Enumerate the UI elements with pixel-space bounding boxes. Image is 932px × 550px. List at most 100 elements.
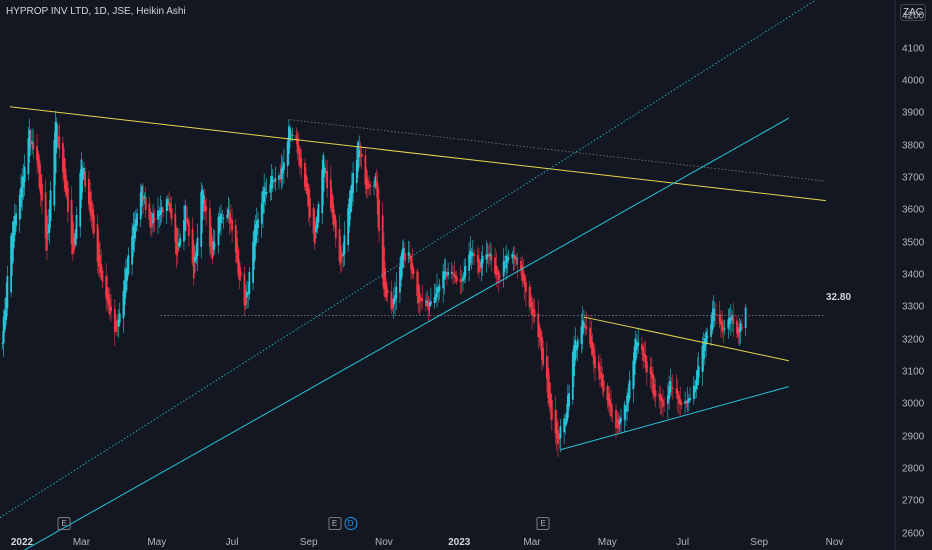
trendline-channel-lower-line[interactable] xyxy=(24,117,790,550)
candle-body xyxy=(395,286,398,299)
y-tick-label: 3800 xyxy=(902,140,925,152)
candle-body xyxy=(471,252,474,255)
candle-body xyxy=(407,252,410,257)
candle-body xyxy=(563,418,566,433)
candle-body xyxy=(511,253,514,259)
candle-body xyxy=(616,419,619,423)
candle-body xyxy=(504,267,506,269)
candle-body xyxy=(599,366,601,379)
candle-body xyxy=(325,170,327,172)
candle-body xyxy=(48,209,51,233)
candle-body xyxy=(107,293,110,305)
candle-body xyxy=(607,393,610,405)
candle-body xyxy=(390,291,393,309)
candle-body xyxy=(558,436,561,440)
candle-body xyxy=(460,280,463,282)
candle-body xyxy=(321,169,324,214)
candle-body xyxy=(670,386,673,389)
candle-body xyxy=(264,191,267,195)
candle-body xyxy=(391,300,394,309)
candle-body xyxy=(123,280,126,305)
candle-body xyxy=(606,386,609,401)
candle-body xyxy=(627,392,630,404)
trendline-major-downtrend[interactable] xyxy=(9,106,826,202)
candle-body xyxy=(279,177,282,181)
candle-body xyxy=(91,209,94,221)
candle-body xyxy=(628,380,631,399)
candle-body xyxy=(125,268,127,293)
candle-body xyxy=(158,214,161,216)
candle-body xyxy=(662,399,664,407)
candle-body xyxy=(239,271,242,277)
candle-body xyxy=(184,205,187,231)
earnings-marker[interactable]: E xyxy=(328,517,342,530)
candle-body xyxy=(248,271,251,294)
candle-body xyxy=(96,224,99,262)
candle-body xyxy=(227,209,230,217)
candle-body xyxy=(565,412,568,424)
candle-body xyxy=(499,276,501,278)
candle-body xyxy=(238,262,241,281)
trendline-upper-dotted-trend[interactable] xyxy=(290,119,826,182)
candle-body xyxy=(160,207,163,213)
earnings-marker[interactable]: E xyxy=(57,517,71,530)
candle-body xyxy=(418,293,421,302)
candle-body xyxy=(433,297,436,303)
candle-body xyxy=(39,174,42,195)
candle-body xyxy=(485,254,488,260)
candle-body xyxy=(165,199,168,212)
candle-body xyxy=(349,190,352,213)
candle-body xyxy=(369,185,372,188)
candle-body xyxy=(117,319,120,327)
candle-body xyxy=(478,258,480,273)
candle-body xyxy=(618,419,621,425)
candle-body xyxy=(641,344,643,350)
currency-button[interactable]: ZAC xyxy=(900,4,926,21)
candle-body xyxy=(649,366,652,375)
candle-body xyxy=(150,219,153,227)
candle-body xyxy=(169,203,172,213)
candle-body xyxy=(710,324,712,337)
candle-body xyxy=(170,208,173,220)
trendline-channel-dotted-line[interactable] xyxy=(0,0,826,518)
candle-body xyxy=(464,266,467,276)
candle-body xyxy=(176,241,179,253)
candle-body xyxy=(222,217,225,219)
candle-body xyxy=(381,215,384,279)
candle-body xyxy=(481,255,484,264)
candle-body xyxy=(127,255,130,275)
candle-body xyxy=(237,250,240,275)
candle-body xyxy=(608,398,611,407)
candle-body xyxy=(454,275,457,279)
candle-body xyxy=(202,195,205,205)
trendline-triangle-upper[interactable] xyxy=(583,316,789,362)
candle-body xyxy=(366,179,369,189)
candle-body xyxy=(100,263,103,278)
candle-body xyxy=(200,192,203,247)
candle-body xyxy=(715,314,717,316)
y-tick-label: 3400 xyxy=(902,269,925,281)
candle-body xyxy=(92,214,95,234)
candle-body xyxy=(231,219,233,230)
candle-body xyxy=(737,327,740,337)
dividend-marker[interactable]: D xyxy=(344,517,358,530)
candle-body xyxy=(244,289,247,305)
candle-body xyxy=(617,420,620,429)
candle-body xyxy=(402,248,405,259)
candle-body xyxy=(394,295,396,302)
candle-body xyxy=(470,252,473,257)
candle-body xyxy=(728,317,731,324)
candle-body xyxy=(305,175,308,191)
candle-body xyxy=(594,356,596,369)
earnings-marker[interactable]: E xyxy=(536,517,550,530)
candle-body xyxy=(326,170,329,189)
trendline-triangle-lower[interactable] xyxy=(560,386,789,451)
candle-body xyxy=(669,380,672,393)
candle-body xyxy=(38,160,41,188)
candle-body xyxy=(317,203,320,223)
candle-body xyxy=(229,218,232,222)
candle-body xyxy=(420,297,422,299)
candle-body xyxy=(687,398,690,402)
candle-body xyxy=(358,149,361,157)
